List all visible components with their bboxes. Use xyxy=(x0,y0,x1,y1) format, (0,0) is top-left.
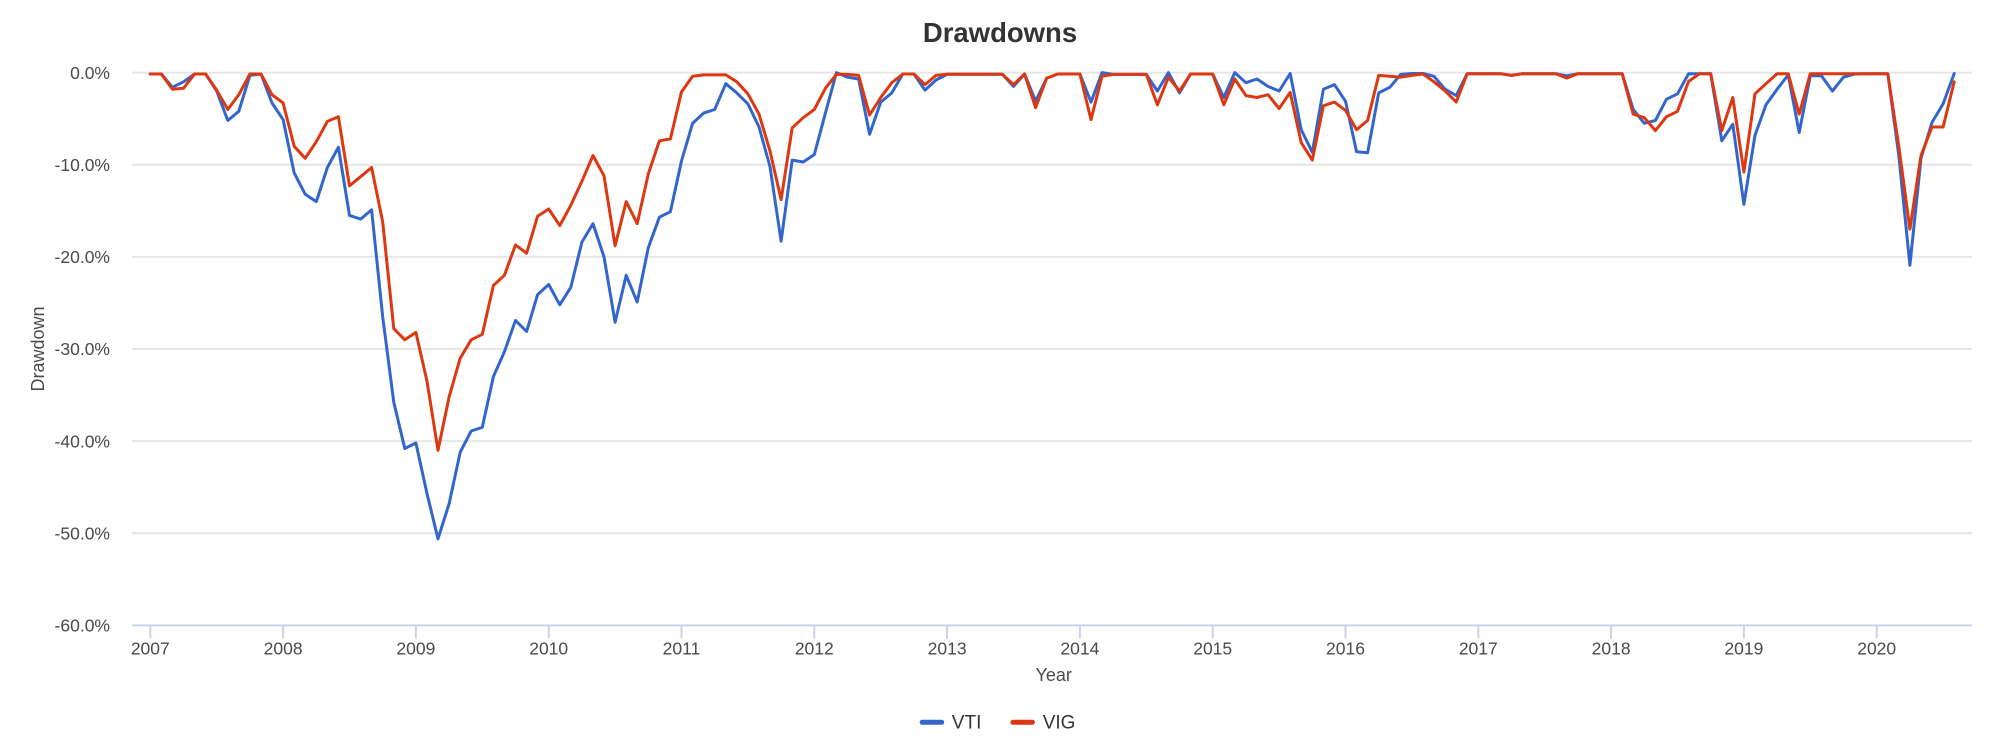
svg-text:Drawdowns: Drawdowns xyxy=(923,17,1077,48)
svg-text:2018: 2018 xyxy=(1592,639,1631,659)
svg-text:2011: 2011 xyxy=(663,639,701,659)
svg-text:2007: 2007 xyxy=(131,639,170,659)
svg-text:2013: 2013 xyxy=(928,639,967,659)
svg-text:2014: 2014 xyxy=(1060,639,1099,659)
svg-text:Year: Year xyxy=(1036,665,1072,685)
svg-text:-50.0%: -50.0% xyxy=(55,524,110,544)
svg-text:-20.0%: -20.0% xyxy=(55,247,110,267)
svg-text:-60.0%: -60.0% xyxy=(55,616,110,636)
svg-text:-10.0%: -10.0% xyxy=(55,155,110,175)
svg-text:2010: 2010 xyxy=(529,639,568,659)
svg-text:2008: 2008 xyxy=(264,639,303,659)
svg-text:0.0%: 0.0% xyxy=(70,63,110,83)
svg-text:2017: 2017 xyxy=(1459,639,1498,659)
svg-text:2020: 2020 xyxy=(1857,639,1896,659)
svg-text:VTI: VTI xyxy=(952,712,982,733)
svg-text:VIG: VIG xyxy=(1043,712,1076,733)
svg-text:2015: 2015 xyxy=(1193,639,1232,659)
svg-text:Drawdown: Drawdown xyxy=(28,306,48,391)
svg-text:-40.0%: -40.0% xyxy=(55,431,110,451)
svg-text:2009: 2009 xyxy=(396,639,435,659)
svg-text:2012: 2012 xyxy=(795,639,834,659)
svg-text:-30.0%: -30.0% xyxy=(55,339,110,359)
svg-text:2016: 2016 xyxy=(1326,639,1365,659)
svg-text:2019: 2019 xyxy=(1724,639,1763,659)
